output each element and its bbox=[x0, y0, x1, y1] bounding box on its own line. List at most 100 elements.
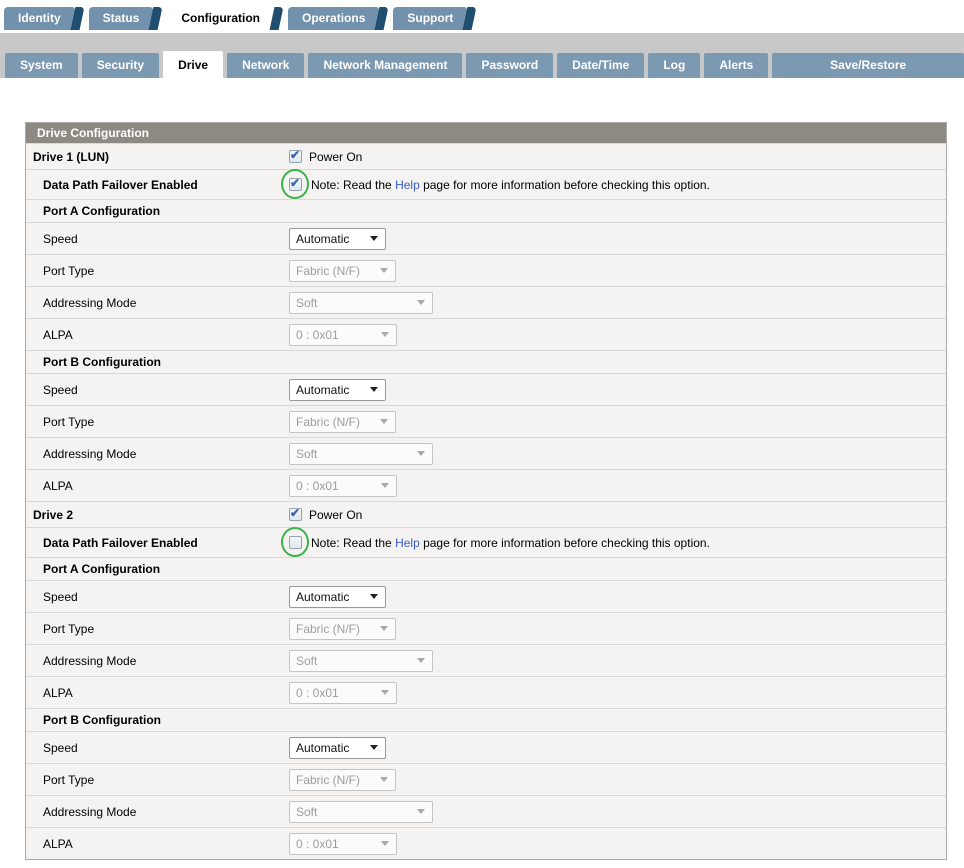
row-control: Fabric (N/F) bbox=[289, 617, 946, 640]
row-label: Speed bbox=[43, 382, 78, 397]
speed-select[interactable]: Automatic bbox=[289, 736, 386, 759]
section-label: Port A Configuration bbox=[43, 562, 161, 576]
row-label: Drive 1 (LUN) bbox=[33, 149, 110, 164]
addressing-mode-select: Soft bbox=[289, 291, 433, 314]
section-label: Port B Configuration bbox=[43, 355, 161, 369]
select-value: Automatic bbox=[296, 382, 350, 397]
data-path-failover-checkbox[interactable] bbox=[289, 176, 302, 191]
tab-security[interactable]: Security bbox=[81, 53, 160, 78]
row-control: 0 : 0x01 bbox=[289, 681, 946, 704]
tab-log[interactable]: Log bbox=[648, 53, 701, 78]
tab-password[interactable]: Password bbox=[466, 53, 554, 78]
tab-operations[interactable]: Operations bbox=[288, 7, 389, 30]
tab-date-time[interactable]: Date/Time bbox=[557, 53, 645, 78]
row-control: 0 : 0x01 bbox=[289, 474, 946, 497]
row-control: 0 : 0x01 bbox=[289, 832, 946, 855]
checkbox-wrap bbox=[281, 169, 309, 199]
select-value: 0 : 0x01 bbox=[296, 685, 339, 700]
row-label: ALPA bbox=[43, 478, 73, 493]
tab-label: Alerts bbox=[719, 58, 754, 72]
power-on-checkbox[interactable] bbox=[289, 506, 302, 521]
note-text-before: Note: Read the bbox=[311, 177, 396, 192]
tab-system[interactable]: System bbox=[5, 53, 78, 78]
select-value: Automatic bbox=[296, 740, 350, 755]
chevron-down-icon bbox=[381, 841, 389, 846]
speed-select[interactable]: Automatic bbox=[289, 378, 386, 401]
tab-label: Status bbox=[102, 11, 140, 25]
row-label: Addressing Mode bbox=[43, 295, 137, 310]
port-type-select: Fabric (N/F) bbox=[289, 259, 396, 282]
row-label: Data Path Failover Enabled bbox=[43, 535, 198, 550]
table-row-port-b-configuration: Port B Configuration bbox=[26, 708, 946, 731]
tab-configuration[interactable]: Configuration bbox=[167, 7, 284, 30]
tab-drive[interactable]: Drive bbox=[163, 51, 224, 82]
table-row-data-path-failover-enabled: Data Path Failover Enabled Note: Read the… bbox=[26, 527, 946, 557]
row-label: Port Type bbox=[43, 414, 95, 429]
tab-save-restore[interactable]: Save/Restore bbox=[772, 53, 964, 78]
chevron-down-icon bbox=[381, 690, 389, 695]
checkbox-wrap bbox=[281, 527, 309, 557]
note-text-after: page for more information before checkin… bbox=[419, 177, 710, 192]
select-value: Fabric (N/F) bbox=[296, 414, 360, 429]
tab-network[interactable]: Network bbox=[227, 53, 305, 78]
addressing-mode-select: Soft bbox=[289, 442, 433, 465]
help-link[interactable]: Help bbox=[395, 177, 420, 192]
failover-note: Note: Read the Help page for more inform… bbox=[311, 536, 710, 550]
tab-support[interactable]: Support bbox=[393, 7, 477, 30]
table-row-port-type: Port Type Fabric (N/F) bbox=[26, 405, 946, 437]
tab-label: System bbox=[20, 58, 63, 72]
table-row-port-b-configuration: Port B Configuration bbox=[26, 350, 946, 373]
row-label: Drive 2 bbox=[33, 507, 74, 522]
table-row-alpa: ALPA 0 : 0x01 bbox=[26, 676, 946, 708]
tab-label: Security bbox=[96, 58, 145, 72]
primary-tab-bar: Identity Status Configuration Operations Sup… bbox=[0, 0, 964, 30]
tab-alerts[interactable]: Alerts bbox=[704, 53, 769, 78]
tab-label: Configuration bbox=[181, 11, 261, 25]
tab-label: Password bbox=[481, 58, 539, 72]
chevron-down-icon bbox=[380, 419, 388, 424]
table-row-speed: Speed Automatic bbox=[26, 580, 946, 612]
section-label: Port A Configuration bbox=[43, 204, 161, 218]
tab-fold-decoration bbox=[374, 7, 389, 30]
row-label: Port Type bbox=[43, 772, 95, 787]
port-type-select: Fabric (N/F) bbox=[289, 410, 396, 433]
addressing-mode-select: Soft bbox=[289, 649, 433, 672]
chevron-down-icon bbox=[380, 626, 388, 631]
chevron-down-icon bbox=[417, 451, 425, 456]
tab-network-management[interactable]: Network Management bbox=[308, 53, 463, 78]
table-row-port-type: Port Type Fabric (N/F) bbox=[26, 254, 946, 286]
drive-configuration-table: Drive Configuration Drive 1 (LUN) Power O… bbox=[25, 122, 947, 860]
table-row-speed: Speed Automatic bbox=[26, 373, 946, 405]
port-type-select: Fabric (N/F) bbox=[289, 617, 396, 640]
tab-identity[interactable]: Identity bbox=[4, 7, 85, 30]
table-row-alpa: ALPA 0 : 0x01 bbox=[26, 827, 946, 859]
select-value: Soft bbox=[296, 653, 318, 668]
tab-label: Save/Restore bbox=[830, 58, 907, 72]
table-row-drive-2: Drive 2 Power On bbox=[26, 501, 946, 527]
chevron-down-icon bbox=[370, 745, 378, 750]
speed-select[interactable]: Automatic bbox=[289, 585, 386, 608]
row-control: Power On bbox=[289, 506, 946, 522]
select-value: Soft bbox=[296, 804, 318, 819]
help-link[interactable]: Help bbox=[395, 535, 420, 550]
table-row-alpa: ALPA 0 : 0x01 bbox=[26, 469, 946, 501]
chevron-down-icon bbox=[417, 300, 425, 305]
row-control: Fabric (N/F) bbox=[289, 259, 946, 282]
row-control: Note: Read the Help page for more inform… bbox=[281, 527, 946, 557]
tab-label: Support bbox=[407, 11, 454, 25]
power-on-checkbox[interactable] bbox=[289, 148, 302, 163]
chevron-down-icon bbox=[380, 777, 388, 782]
row-label: Port Type bbox=[43, 263, 95, 278]
tab-label: Identity bbox=[18, 11, 61, 25]
speed-select[interactable]: Automatic bbox=[289, 227, 386, 250]
select-value: Automatic bbox=[296, 589, 350, 604]
select-value: Soft bbox=[296, 295, 318, 310]
data-path-failover-checkbox[interactable] bbox=[289, 536, 302, 549]
row-control: Automatic bbox=[289, 736, 946, 759]
table-row-alpa: ALPA 0 : 0x01 bbox=[26, 318, 946, 350]
table-row-port-a-configuration: Port A Configuration bbox=[26, 199, 946, 222]
select-value: 0 : 0x01 bbox=[296, 327, 339, 342]
row-control: Power On bbox=[289, 148, 946, 164]
tab-status[interactable]: Status bbox=[88, 7, 163, 30]
